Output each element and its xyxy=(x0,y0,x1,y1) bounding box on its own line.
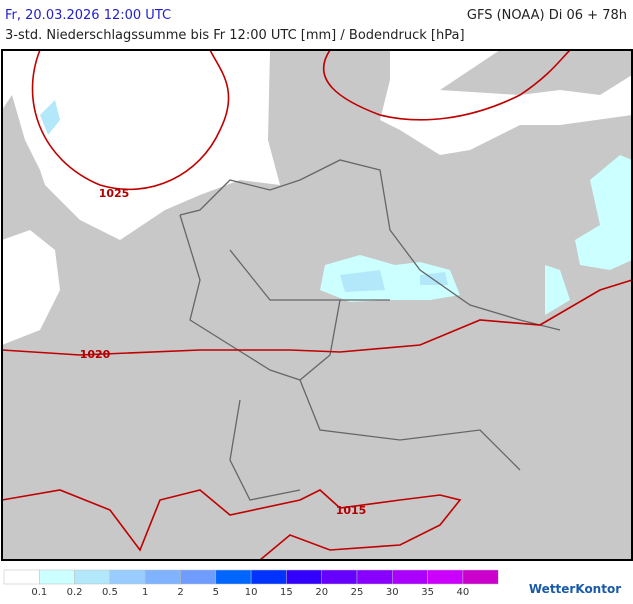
precip-east xyxy=(545,155,632,315)
isobar-label: 1020 xyxy=(80,348,111,361)
england xyxy=(2,95,60,240)
legend-label: 10 xyxy=(245,587,258,598)
legend-swatch xyxy=(321,569,358,585)
legend-swatch xyxy=(356,569,393,585)
isobar-label: 1015 xyxy=(336,504,367,517)
subtitle: 3-std. Niederschlagssumme bis Fr 12:00 U… xyxy=(5,28,465,43)
legend-label: 40 xyxy=(457,587,470,598)
legend-label: 0.5 xyxy=(102,587,118,598)
legend-swatch xyxy=(3,569,40,585)
legend-swatch xyxy=(215,569,252,585)
legend-label: 25 xyxy=(351,587,364,598)
sweden xyxy=(440,50,632,95)
map: 1025 1020 1015 xyxy=(1,49,633,561)
legend: 0.1 0.2 0.5 1 2 5 10 15 20 25 30 35 40 xyxy=(3,569,499,598)
legend-swatch xyxy=(74,569,111,585)
legend-label: 20 xyxy=(315,587,328,598)
legend-label: 5 xyxy=(213,587,219,598)
legend-label: 0.2 xyxy=(67,587,83,598)
precip-mid xyxy=(340,270,448,292)
legend-swatch xyxy=(286,569,322,585)
precip-west xyxy=(40,100,60,135)
legend-label: 2 xyxy=(177,587,183,598)
legend-swatch xyxy=(180,569,217,585)
legend-label: 35 xyxy=(421,587,434,598)
legend-swatch xyxy=(250,569,287,585)
north-sea xyxy=(2,50,280,240)
legend-swatch xyxy=(109,569,146,585)
legend-label: 1 xyxy=(142,587,148,598)
legend-label: 30 xyxy=(386,587,399,598)
date: Fr, 20.03.2026 12:00 UTC xyxy=(5,8,171,23)
legend-swatch xyxy=(392,569,428,585)
logo: WetterKontor xyxy=(529,582,621,596)
map-frame xyxy=(1,49,633,561)
isobar-label: 1025 xyxy=(99,187,130,200)
borders xyxy=(179,159,561,501)
legend-label: 0.1 xyxy=(31,587,47,598)
legend-swatch xyxy=(144,569,181,585)
legend-swatch xyxy=(427,569,464,585)
model: GFS (NOAA) Di 06 + 78h xyxy=(467,8,627,23)
isobars xyxy=(2,50,632,560)
legend-swatch xyxy=(462,569,499,585)
legend-swatch xyxy=(39,569,75,585)
legend-label: 15 xyxy=(280,587,293,598)
channel xyxy=(2,230,60,345)
